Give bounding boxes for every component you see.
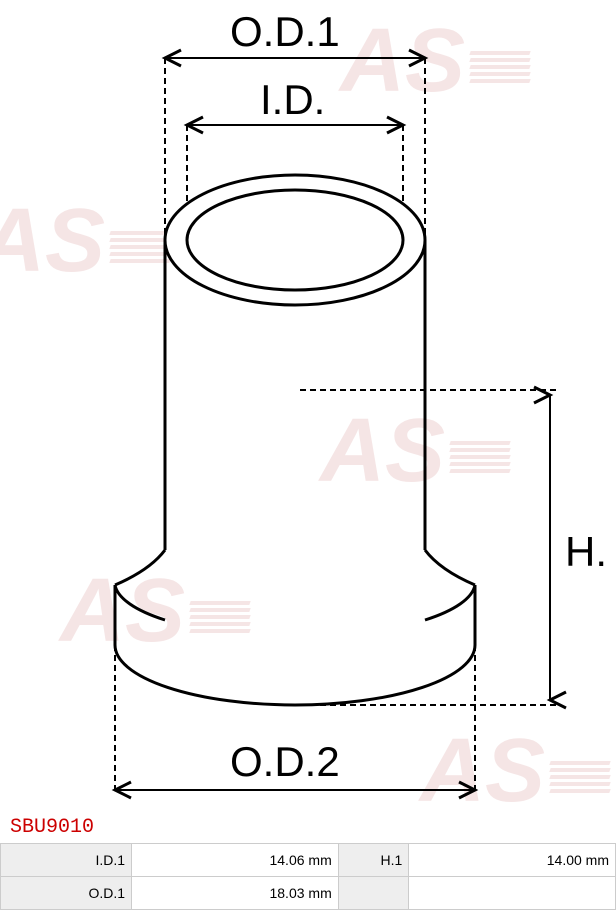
table-row: I.D.1 14.06 mm H.1 14.00 mm bbox=[1, 844, 616, 877]
product-code: SBU9010 bbox=[0, 812, 616, 843]
spec-value: 14.00 mm bbox=[409, 844, 616, 877]
label-od1: O.D.1 bbox=[230, 8, 340, 56]
page-container: AS AS AS AS AS bbox=[0, 0, 616, 910]
technical-diagram: AS AS AS AS AS bbox=[0, 0, 616, 812]
spec-table: I.D.1 14.06 mm H.1 14.00 mm O.D.1 18.03 … bbox=[0, 843, 616, 910]
table-row: O.D.1 18.03 mm bbox=[1, 877, 616, 910]
spec-value bbox=[409, 877, 616, 910]
label-id: I.D. bbox=[260, 76, 325, 124]
spec-label: I.D.1 bbox=[1, 844, 132, 877]
spec-value: 18.03 mm bbox=[132, 877, 339, 910]
spec-label: H.1 bbox=[338, 844, 409, 877]
spec-value: 14.06 mm bbox=[132, 844, 339, 877]
spec-label: O.D.1 bbox=[1, 877, 132, 910]
label-h: H. bbox=[565, 528, 607, 576]
label-od2: O.D.2 bbox=[230, 738, 340, 786]
spec-label bbox=[338, 877, 409, 910]
